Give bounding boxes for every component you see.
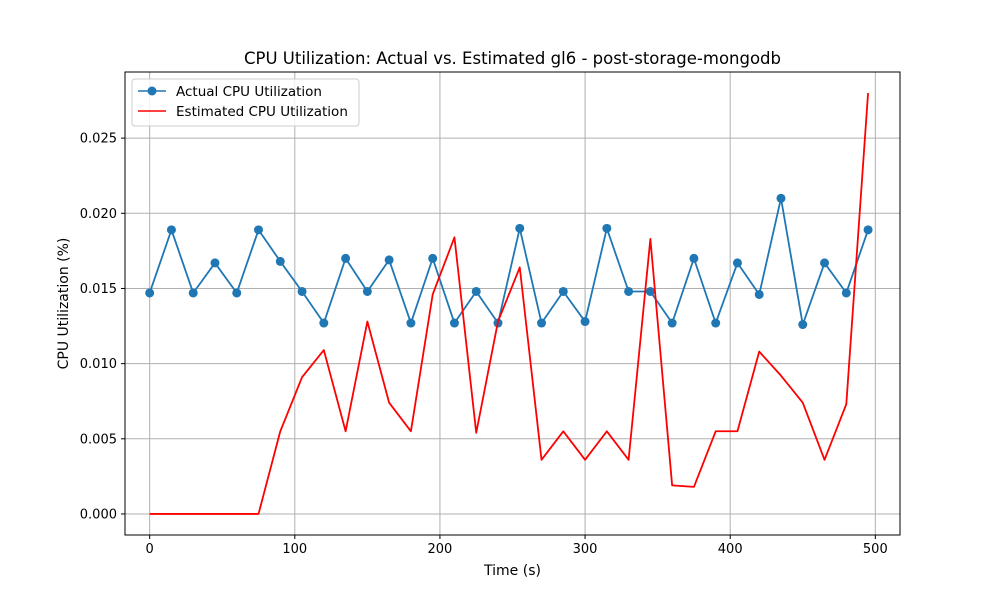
data-point-actual — [275, 256, 285, 266]
data-point-actual — [145, 288, 155, 298]
data-point-actual — [645, 286, 655, 296]
data-point-actual — [232, 288, 242, 298]
grid — [125, 72, 900, 535]
legend-label-estimated: Estimated CPU Utilization — [176, 104, 348, 120]
data-point-actual — [449, 318, 459, 328]
data-point-actual — [689, 253, 699, 263]
legend-marker-actual — [147, 86, 157, 96]
chart-title: CPU Utilization: Actual vs. Estimated gl… — [244, 49, 781, 68]
series-line-estimated — [149, 92, 869, 515]
y-tick-label: 0.000 — [80, 507, 117, 522]
data-point-actual — [362, 286, 372, 296]
data-point-actual — [297, 286, 307, 296]
data-point-actual — [798, 320, 808, 330]
y-tick-label: 0.015 — [80, 282, 117, 297]
data-point-actual — [711, 318, 721, 328]
data-point-actual — [319, 318, 329, 328]
data-point-actual — [667, 318, 677, 328]
data-point-actual — [537, 318, 547, 328]
data-point-actual — [384, 255, 394, 265]
data-point-actual — [515, 223, 525, 233]
x-tick-label: 200 — [428, 542, 453, 557]
x-tick-label: 400 — [718, 542, 743, 557]
data-point-actual — [580, 317, 590, 327]
data-point-actual — [820, 258, 830, 268]
data-point-actual — [776, 193, 786, 203]
data-point-actual — [471, 286, 481, 296]
plot-frame — [124, 71, 901, 536]
x-axis-label: Time (s) — [483, 563, 541, 579]
y-tick-label: 0.020 — [80, 207, 117, 222]
legend-label-actual: Actual CPU Utilization — [176, 84, 322, 100]
data-point-actual — [732, 258, 742, 268]
data-point-actual — [254, 225, 264, 235]
x-tick-label: 500 — [863, 542, 888, 557]
axis-ticks: 0 100 200 300 400 500 0.000 0.005 0.010 0.015 0.02… — [80, 132, 888, 557]
y-tick-label: 0.005 — [80, 432, 117, 447]
data-point-actual — [428, 253, 438, 263]
data-point-actual — [602, 223, 612, 233]
series-line-actual — [148, 197, 869, 326]
y-tick-label: 0.025 — [80, 132, 117, 147]
data-point-actual — [166, 225, 176, 235]
y-tick-label: 0.010 — [80, 357, 117, 372]
data-point-actual — [558, 286, 568, 296]
data-point-actual — [341, 253, 351, 263]
data-point-actual — [841, 288, 851, 298]
data-point-actual — [863, 225, 873, 235]
x-tick-label: 0 — [146, 542, 154, 557]
y-axis-label: CPU Utilization (%) — [56, 238, 72, 370]
data-point-actual — [210, 258, 220, 268]
plot-series — [145, 92, 873, 515]
data-point-actual — [624, 286, 634, 296]
x-tick-label: 300 — [573, 542, 598, 557]
legend: Actual CPU Utilization Estimated CPU Uti… — [131, 78, 360, 127]
legend-box — [131, 78, 360, 127]
data-point-actual — [754, 289, 764, 299]
data-point-actual — [188, 288, 198, 298]
x-tick-label: 100 — [282, 542, 307, 557]
data-point-actual — [406, 318, 416, 328]
